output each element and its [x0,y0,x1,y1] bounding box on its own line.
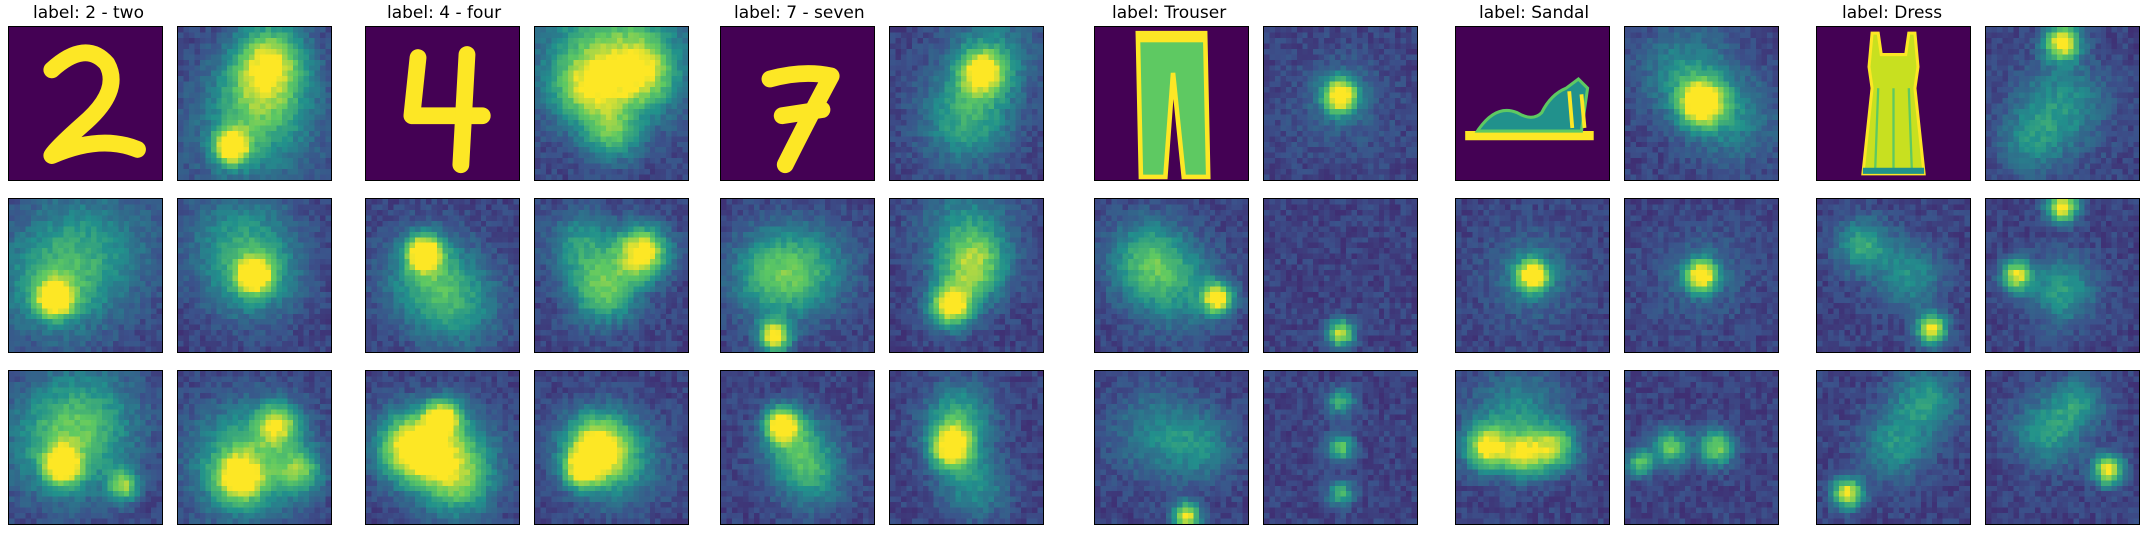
activation-heatmap [1095,371,1248,524]
activation-heatmap [9,199,162,352]
activation-map [534,370,689,525]
activation-heatmap [1625,371,1778,524]
activation-map [1094,370,1249,525]
activation-heatmap [1817,371,1970,524]
activation-heatmap [1625,27,1778,180]
activation-map [720,198,875,353]
activation-map [534,198,689,353]
group-title: label: Dress [1842,0,1942,26]
activation-map [1985,26,2140,181]
activation-heatmap [890,371,1043,524]
activation-heatmap [721,199,874,352]
activation-map [1455,198,1610,353]
input-glyph [366,27,519,180]
activation-heatmap [890,199,1043,352]
group-title: label: 4 - four [387,0,501,26]
activation-heatmap [890,27,1043,180]
activation-map [1263,370,1418,525]
group-title: label: 7 - seven [734,0,865,26]
input-glyph [1095,27,1248,180]
activation-map [720,370,875,525]
activation-heatmap [1264,371,1417,524]
activation-map [8,370,163,525]
activation-heatmap [1095,199,1248,352]
activation-heatmap [535,199,688,352]
activation-map [1816,370,1971,525]
input-image-digit-4 [365,26,520,181]
activation-heatmap [721,371,874,524]
input-glyph [721,27,874,180]
activation-map [1985,198,2140,353]
activation-heatmap [1986,199,2139,352]
activation-map [1094,198,1249,353]
activation-heatmap [1264,27,1417,180]
activation-map [1985,370,2140,525]
activation-heatmap [178,199,331,352]
activation-heatmap [366,199,519,352]
activation-map [365,198,520,353]
input-image-dress [1816,26,1971,181]
activation-heatmap [366,371,519,524]
activation-map [1624,370,1779,525]
activation-map [1263,26,1418,181]
input-image-trouser [1094,26,1249,181]
activation-heatmap [535,27,688,180]
group-title: label: Sandal [1479,0,1589,26]
group-title: label: Trouser [1112,0,1226,26]
activation-map [889,370,1044,525]
input-glyph [1456,27,1609,180]
activation-heatmap [1625,199,1778,352]
input-glyph [9,27,162,180]
activation-heatmap [1456,371,1609,524]
activation-map [365,370,520,525]
activation-map [1263,198,1418,353]
activation-map [8,198,163,353]
input-image-sandal [1455,26,1610,181]
activation-heatmap [1986,371,2139,524]
activation-heatmap [1264,199,1417,352]
activation-map [177,370,332,525]
activation-map [889,26,1044,181]
activation-heatmap [9,371,162,524]
input-image-digit-7 [720,26,875,181]
activation-map [1455,370,1610,525]
activation-heatmap [1456,199,1609,352]
activation-map [534,26,689,181]
activation-heatmap [535,371,688,524]
activation-map [1624,26,1779,181]
input-image-digit-2 [8,26,163,181]
activation-map [177,198,332,353]
activation-map [1816,198,1971,353]
activation-map [177,26,332,181]
activation-heatmap [178,371,331,524]
activation-heatmap [1817,199,1970,352]
activation-map [889,198,1044,353]
group-title: label: 2 - two [33,0,144,26]
activation-map [1624,198,1779,353]
activation-heatmap [1986,27,2139,180]
input-glyph [1817,27,1970,180]
activation-heatmap [178,27,331,180]
